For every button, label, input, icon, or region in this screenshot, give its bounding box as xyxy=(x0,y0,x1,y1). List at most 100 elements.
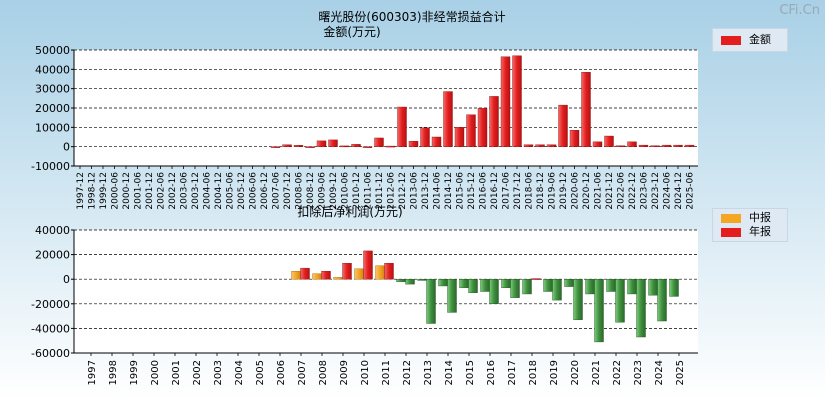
bar-top-2020-12 xyxy=(581,72,591,147)
x-tick-label-bottom: 2012 xyxy=(402,360,413,385)
x-tick-label-top: 2015-06 xyxy=(456,172,466,210)
x-tick-label-bottom: 2003 xyxy=(213,360,224,385)
x-tick-label-top: 1998-12 xyxy=(88,172,98,210)
bar-top-2024-06 xyxy=(661,144,672,147)
x-tick-label-top: 2003-06 xyxy=(180,172,190,210)
bar-top-2011-12 xyxy=(374,137,384,147)
x-tick-label-top: 2019-06 xyxy=(548,172,558,210)
legend-swatch-red xyxy=(721,36,741,45)
bar-bottom-interim-2023 xyxy=(627,279,637,295)
x-tick-label-bottom: 2009 xyxy=(339,360,350,385)
x-tick-label-top: 2004-06 xyxy=(203,172,213,210)
bar-bottom-interim-2021 xyxy=(585,279,595,295)
x-tick-label-bottom: 2014 xyxy=(444,360,455,385)
bar-bottom-annual-2019 xyxy=(552,279,562,301)
x-tick-label-top: 2011-06 xyxy=(364,172,374,210)
x-tick-label-top: 2014-06 xyxy=(433,172,443,210)
bar-bottom-interim-2007 xyxy=(291,271,301,280)
x-tick-label-bottom: 2023 xyxy=(633,360,644,385)
x-tick-label-top: 2005-12 xyxy=(237,172,247,210)
x-tick-label-top: 2024-12 xyxy=(674,172,684,210)
bar-top-2025-06 xyxy=(684,144,695,147)
x-tick-label-top: 2021-12 xyxy=(605,172,615,210)
bar-bottom-annual-2017 xyxy=(510,279,520,298)
x-tick-label-top: 2025-06 xyxy=(686,172,696,210)
x-tick-label-top: 2020-06 xyxy=(571,172,581,210)
y-tick-label-bottom: 20000 xyxy=(35,249,70,262)
bar-top-2010-12 xyxy=(351,144,361,147)
bar-top-2019-12 xyxy=(558,104,568,147)
x-tick-label-top: 2024-06 xyxy=(663,172,673,210)
y-tick-label-top: 50000 xyxy=(35,44,70,57)
bar-top-2021-12 xyxy=(604,135,614,147)
bar-bottom-interim-2009 xyxy=(333,277,343,280)
bar-bottom-annual-2010 xyxy=(363,250,373,280)
x-tick-label-bottom: 2021 xyxy=(591,360,602,385)
bar-bottom-interim-2017 xyxy=(501,279,511,289)
watermark: CFi.Cn xyxy=(779,3,820,18)
bar-top-2015-12 xyxy=(466,114,476,147)
y-tick-label-top: 10000 xyxy=(35,121,70,134)
x-tick-label-bottom: 2015 xyxy=(465,360,476,385)
bar-top-2008-06 xyxy=(293,145,304,147)
bars-bottom xyxy=(291,250,679,343)
y-tick-label-bottom: 40000 xyxy=(35,224,70,237)
legend-label-amount: 金额 xyxy=(749,33,771,46)
bar-bottom-annual-2024 xyxy=(657,279,667,322)
y-tick-label-bottom: -60000 xyxy=(31,347,70,360)
bar-top-2009-12 xyxy=(328,139,338,147)
bar-top-2023-12 xyxy=(650,145,660,147)
bar-bottom-interim-2018 xyxy=(522,279,532,295)
x-tick-label-bottom: 2006 xyxy=(276,360,287,385)
x-tick-label-top: 2020-12 xyxy=(582,172,592,210)
y-tick-label-bottom: -40000 xyxy=(31,322,70,335)
x-tick-label-bottom: 2022 xyxy=(612,360,623,385)
bar-bottom-annual-2007 xyxy=(300,267,310,280)
x-tick-label-top: 2022-12 xyxy=(628,172,638,210)
x-tick-label-top: 2010-12 xyxy=(352,172,362,210)
x-tick-label-bottom: 2001 xyxy=(171,360,182,385)
x-tick-label-top: 2012-12 xyxy=(398,172,408,210)
x-tick-label-top: 2000-12 xyxy=(122,172,132,210)
x-tick-label-top: 2012-06 xyxy=(387,172,397,210)
bar-top-2020-06 xyxy=(569,130,580,147)
x-tick-label-top: 2000-06 xyxy=(111,172,121,210)
bar-bottom-annual-2020 xyxy=(573,279,583,320)
bar-top-2013-06 xyxy=(408,141,419,147)
bar-bottom-annual-2008 xyxy=(321,271,331,280)
x-tick-label-top: 2002-12 xyxy=(168,172,178,210)
bar-top-2011-06 xyxy=(362,146,373,148)
x-tick-label-bottom: 2019 xyxy=(549,360,560,385)
bar-bottom-interim-2010 xyxy=(354,268,364,280)
x-tick-label-top: 2006-06 xyxy=(249,172,259,210)
legend-swatch-red-2 xyxy=(721,228,741,237)
bar-bottom-annual-2009 xyxy=(342,263,352,280)
x-tick-label-top: 2002-06 xyxy=(157,172,167,210)
x-tick-label-top: 2007-06 xyxy=(272,172,282,210)
bar-bottom-annual-2012 xyxy=(405,279,415,285)
bar-top-2016-12 xyxy=(489,96,499,147)
bar-top-2022-06 xyxy=(615,145,626,147)
bar-bottom-interim-2015 xyxy=(459,279,469,289)
x-tick-label-bottom: 2000 xyxy=(150,360,161,385)
y-axis-label-top: 金额(万元) xyxy=(323,24,380,39)
bar-bottom-annual-2013 xyxy=(426,279,436,324)
x-tick-label-top: 2014-12 xyxy=(444,172,454,210)
x-tick-label-top: 2015-12 xyxy=(467,172,477,210)
x-tick-label-bottom: 2011 xyxy=(381,360,392,385)
y-tick-label-bottom: -20000 xyxy=(31,298,70,311)
bar-top-2012-06 xyxy=(385,145,396,148)
x-tick-label-top: 2019-12 xyxy=(559,172,569,210)
x-tick-label-top: 2006-12 xyxy=(260,172,270,210)
x-tick-label-top: 2010-06 xyxy=(341,172,351,210)
bar-top-2007-12 xyxy=(282,144,292,147)
bar-top-2013-12 xyxy=(420,127,430,147)
legend-label-interim: 中报 xyxy=(749,211,771,224)
x-tick-label-bottom: 2025 xyxy=(675,360,686,385)
x-tick-label-top: 2009-12 xyxy=(329,172,339,210)
bar-top-2019-06 xyxy=(546,144,557,147)
x-tick-label-top: 2008-06 xyxy=(295,172,305,210)
bar-top-2021-06 xyxy=(592,141,603,147)
bar-top-2023-06 xyxy=(638,144,649,147)
